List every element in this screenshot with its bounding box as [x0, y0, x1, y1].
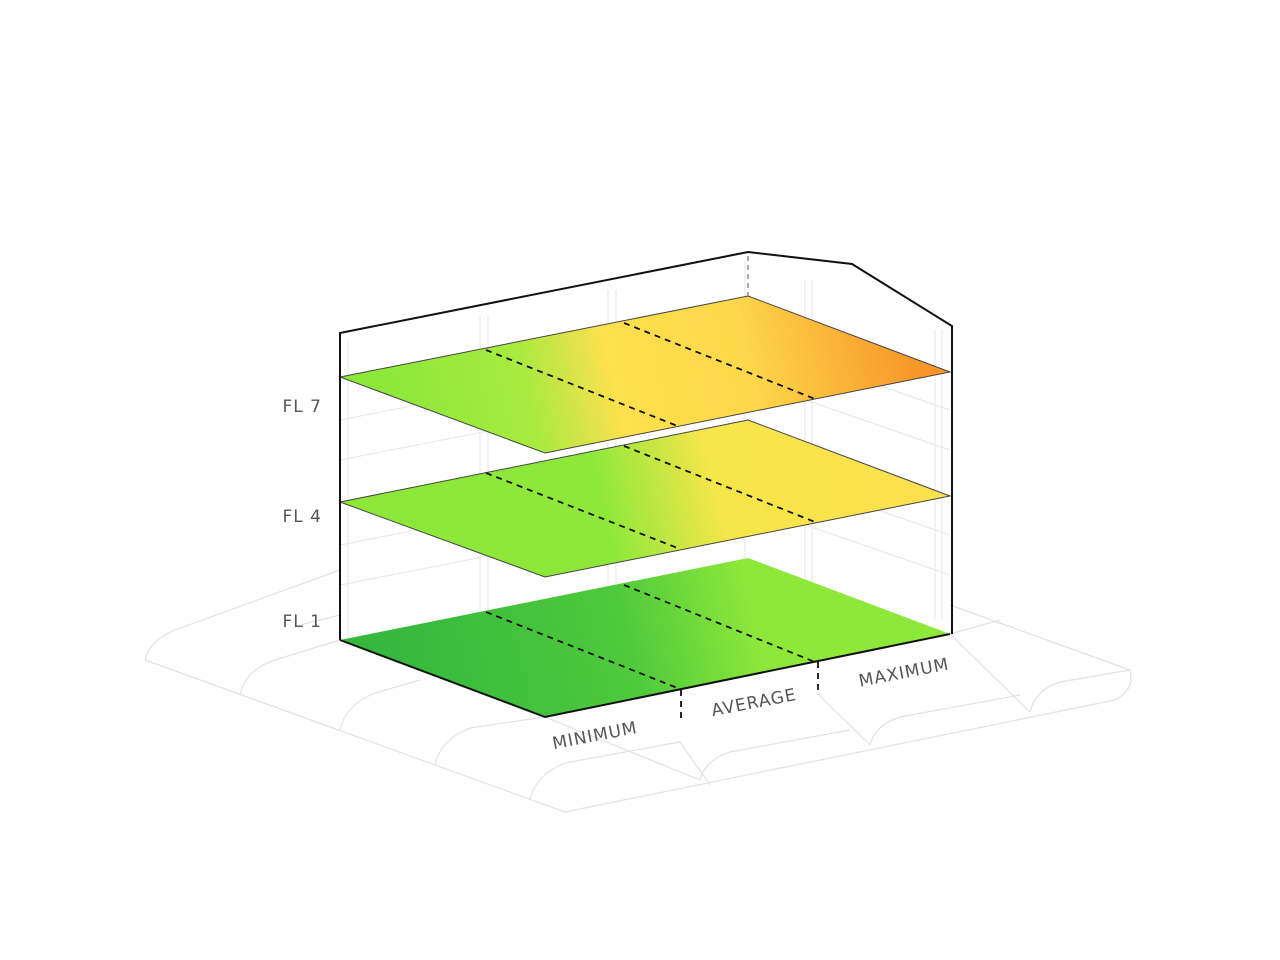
floor-label: FL 4: [283, 507, 322, 527]
zone-divider: [485, 322, 816, 428]
zone-label: MAXIMUM: [857, 655, 951, 692]
floor-plane: [338, 419, 952, 578]
floor-plane: [338, 295, 952, 454]
zone-tick: [680, 662, 819, 722]
zone-label: AVERAGE: [710, 685, 799, 721]
zone-divider: [485, 445, 816, 550]
floor-plane: [340, 558, 950, 717]
building-outline: [339, 250, 953, 722]
floor-1: [340, 558, 950, 717]
zone-label: MINIMUM: [551, 718, 639, 754]
floor-4: [338, 419, 952, 578]
floor-label: FL 7: [283, 397, 322, 417]
ground-grid: [144, 569, 1132, 813]
floor-label: FL 1: [283, 612, 322, 632]
floor-7: [338, 295, 952, 454]
zone-divider: [485, 584, 816, 690]
